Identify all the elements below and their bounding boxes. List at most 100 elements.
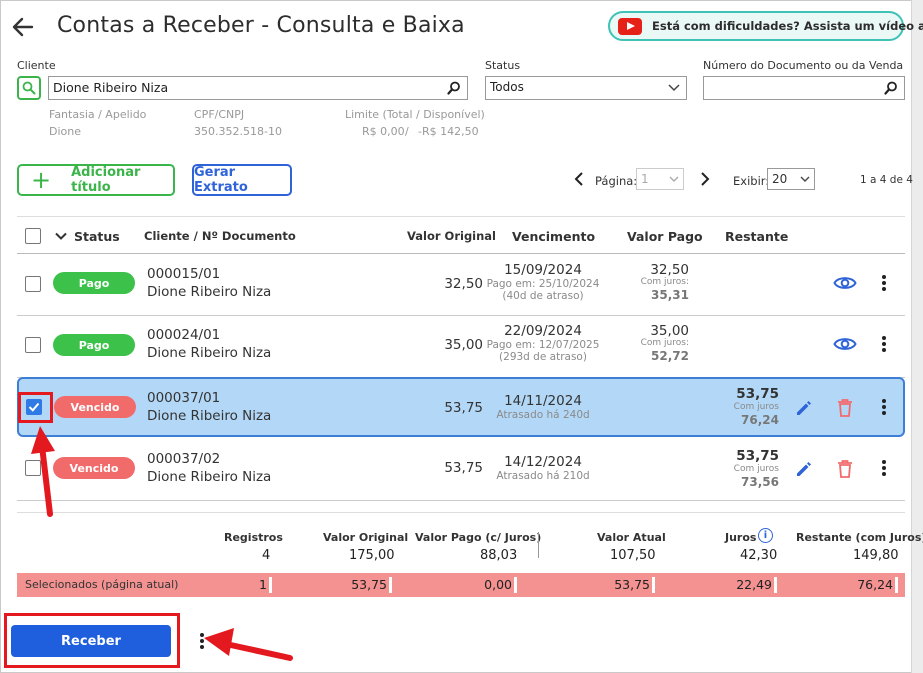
summary-valor-pago-value: 88,03 <box>480 548 518 563</box>
more-vertical-icon[interactable] <box>881 398 887 416</box>
search-icon[interactable] <box>884 81 898 95</box>
edit-pencil-icon[interactable] <box>794 398 814 418</box>
row-restante: 53,75 <box>736 448 779 464</box>
summary-registros-label: Registros <box>224 531 283 544</box>
row-vencimento: 15/09/2024 <box>504 262 582 278</box>
header-valor-pago[interactable]: Valor Pago <box>627 229 703 244</box>
checkmark-icon <box>28 402 40 412</box>
cliente-input[interactable]: Dione Ribeiro Niza <box>48 76 468 100</box>
status-badge: Pago <box>53 334 135 356</box>
cliente-input-value: Dione Ribeiro Niza <box>53 80 169 95</box>
summary-registros-value: 4 <box>262 548 271 563</box>
table-row-selected[interactable]: Vencido 000037/01 Dione Ribeiro Niza 53,… <box>17 377 905 437</box>
exibir-label: Exibir: <box>733 174 770 188</box>
limite-separator: / <box>405 125 409 138</box>
annotation-highlight-checkbox <box>18 392 53 423</box>
divider <box>17 512 905 513</box>
table-row[interactable]: Pago 000015/01 Dione Ribeiro Niza 32,50 … <box>17 254 905 316</box>
selected-valor-pago: 0,00 <box>484 577 512 592</box>
row-venc-pago-em: Pago em: 25/10/2024 <box>486 278 600 290</box>
add-title-button[interactable]: + Adicionar título <box>17 164 175 196</box>
search-icon[interactable] <box>447 81 461 95</box>
status-badge: Pago <box>53 272 135 294</box>
chevron-down-icon <box>669 176 679 182</box>
row-vencimento: 22/09/2024 <box>504 323 582 339</box>
page-select[interactable]: 1 <box>636 168 684 190</box>
page-size-value: 20 <box>772 172 788 186</box>
row-venc-atraso: Atrasado há 240d <box>496 409 590 421</box>
header-cliente[interactable]: Cliente / Nº Documento <box>144 229 296 243</box>
select-all-checkbox[interactable] <box>25 228 41 244</box>
help-video-button[interactable]: Está com dificuldades? Assista um vídeo … <box>608 11 923 41</box>
header-vencimento[interactable]: Vencimento <box>512 229 596 244</box>
page-title: Contas a Receber - Consulta e Baixa <box>57 13 465 38</box>
receive-button[interactable]: Receber <box>11 625 171 657</box>
row-pago-juros: 52,72 <box>651 349 689 363</box>
more-vertical-icon[interactable] <box>881 335 887 353</box>
row-checkbox-checked[interactable] <box>26 399 42 415</box>
fantasia-label: Fantasia / Apelido <box>49 108 147 121</box>
info-icon[interactable]: i <box>758 528 773 543</box>
limite-disponivel: -R$ 142,50 <box>418 125 479 138</box>
row-checkbox[interactable] <box>25 337 41 353</box>
scrollbar-track[interactable] <box>911 0 923 673</box>
trash-icon[interactable] <box>837 459 853 479</box>
separator <box>514 577 517 593</box>
chevron-right-icon[interactable] <box>700 172 710 186</box>
plus-icon: + <box>31 166 52 194</box>
more-vertical-icon[interactable] <box>199 632 205 650</box>
header-status[interactable]: Status <box>74 229 120 244</box>
client-lookup-button[interactable] <box>17 76 41 100</box>
chevron-left-icon[interactable] <box>574 172 584 186</box>
table-row[interactable]: Pago 000024/01 Dione Ribeiro Niza 35,00 … <box>17 316 905 378</box>
header-restante[interactable]: Restante <box>725 229 789 244</box>
header-valor-original[interactable]: Valor Original <box>407 229 497 243</box>
row-cliente: Dione Ribeiro Niza <box>147 345 272 361</box>
chevron-down-icon[interactable] <box>55 232 67 241</box>
selected-registros: 1 <box>259 577 267 592</box>
documento-input[interactable] <box>703 76 905 100</box>
selected-label: Selecionados (página atual) <box>25 578 179 591</box>
summary-divider <box>538 532 539 558</box>
row-venc-atraso: (40d de atraso) <box>502 290 584 302</box>
row-vencimento: 14/11/2024 <box>504 393 582 409</box>
row-vencimento: 14/12/2024 <box>504 454 582 470</box>
row-restante-sub: Com juros <box>733 402 779 412</box>
trash-icon[interactable] <box>837 398 853 418</box>
help-video-label: Está com dificuldades? Assista um vídeo … <box>652 19 923 33</box>
more-vertical-icon[interactable] <box>881 459 887 477</box>
summary-valor-original-label: Valor Original <box>323 531 409 544</box>
summary-valor-atual-value: 107,50 <box>610 548 656 563</box>
row-cliente: Dione Ribeiro Niza <box>147 408 272 424</box>
table-header: Status Cliente / Nº Documento Valor Orig… <box>17 216 905 254</box>
selected-restante: 76,24 <box>857 577 893 592</box>
selected-juros: 22,49 <box>736 577 772 592</box>
status-select[interactable]: Todos <box>485 76 687 100</box>
youtube-icon <box>618 17 642 35</box>
selected-valor-atual: 53,75 <box>614 577 650 592</box>
pagina-label: Página: <box>595 174 638 188</box>
status-select-value: Todos <box>490 80 524 94</box>
row-checkbox[interactable] <box>25 460 41 476</box>
status-badge: Vencido <box>54 396 136 418</box>
row-restante: 53,75 <box>736 386 779 402</box>
page-size-select[interactable]: 20 <box>767 168 815 190</box>
summary-juros-label: Juros <box>725 531 757 544</box>
edit-pencil-icon[interactable] <box>794 459 814 479</box>
generate-statement-button[interactable]: Gerar Extrato <box>192 164 292 196</box>
eye-icon[interactable] <box>833 274 857 292</box>
row-valor-pago: 35,00 <box>650 323 689 339</box>
row-valor-original: 32,50 <box>444 276 483 292</box>
row-doc: 000015/01 <box>147 266 221 282</box>
selected-summary-bar: Selecionados (página atual) 1 53,75 0,00… <box>17 573 905 597</box>
row-doc: 000024/01 <box>147 327 221 343</box>
row-checkbox[interactable] <box>25 276 41 292</box>
row-restante-juros: 76,24 <box>741 413 779 427</box>
eye-icon[interactable] <box>833 335 857 353</box>
record-count: 1 a 4 de 4 <box>860 174 913 186</box>
table-row[interactable]: Vencido 000037/02 Dione Ribeiro Niza 53,… <box>17 439 905 501</box>
back-arrow-icon[interactable] <box>10 14 36 40</box>
more-vertical-icon[interactable] <box>881 274 887 292</box>
fantasia-value: Dione <box>49 125 81 138</box>
annotation-highlight-receber <box>4 613 180 668</box>
